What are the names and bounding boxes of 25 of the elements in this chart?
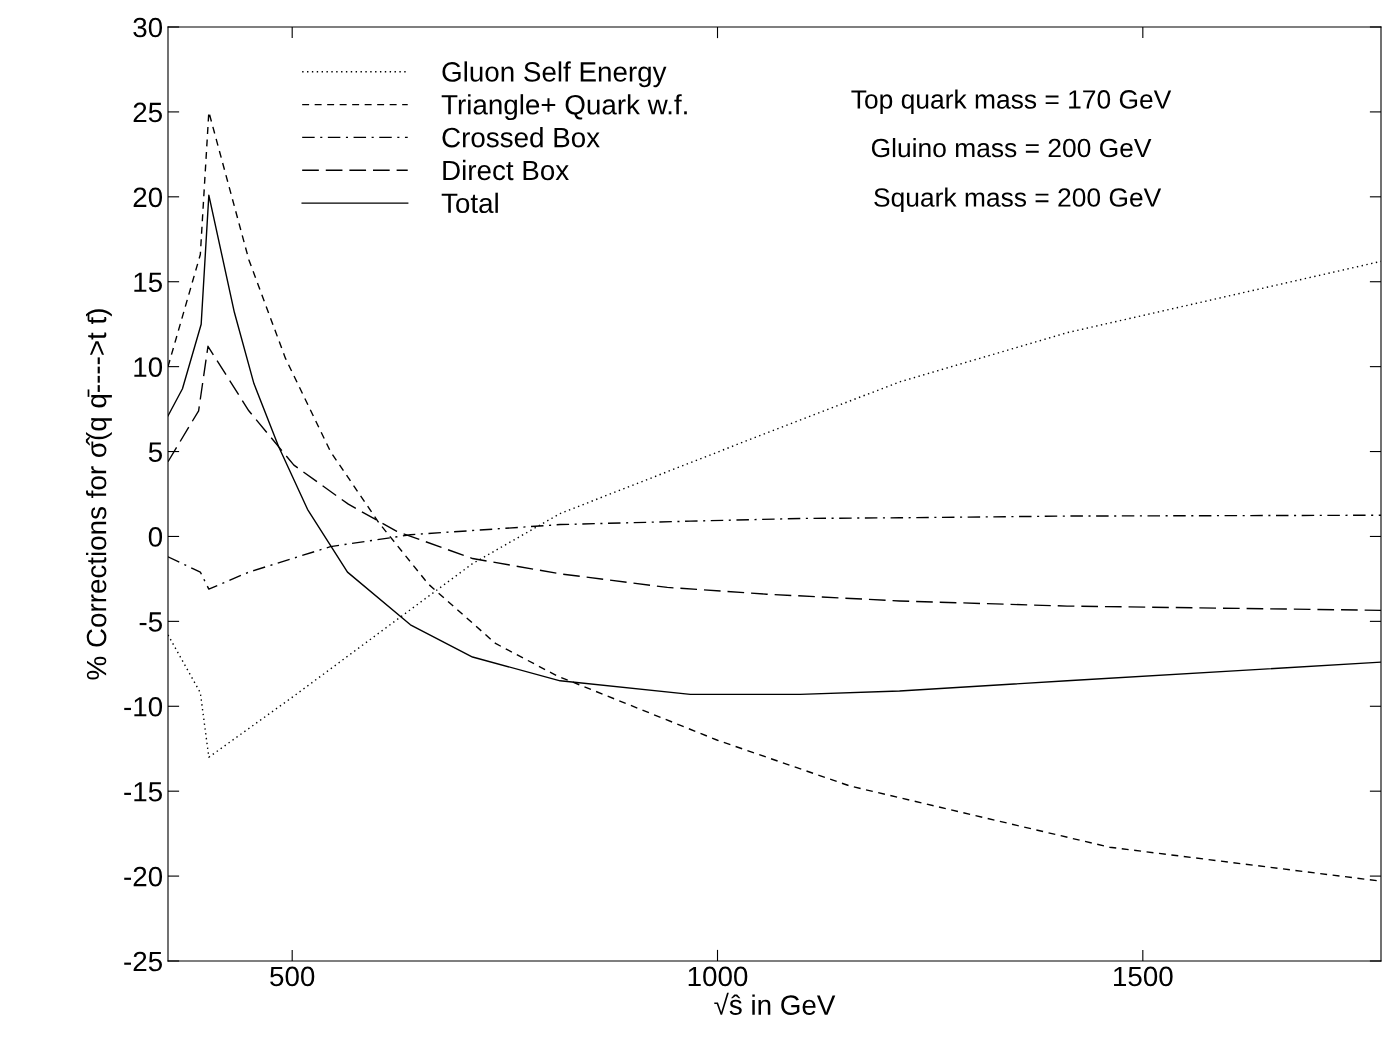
- y-axis-title: % Corrections for σ̂(q q̄---->t t̄): [85, 309, 112, 680]
- y-tick-label: 0: [148, 527, 163, 547]
- annotation: Gluino mass = 200 GeV: [871, 137, 1152, 158]
- x-tick-label: 500: [270, 966, 315, 987]
- legend-label: Total: [441, 192, 498, 214]
- legend-label: Direct Box: [443, 159, 569, 181]
- y-tick-label: 25: [133, 102, 162, 123]
- legend-label: Crossed Box: [442, 127, 600, 148]
- x-tick-label: 1000: [688, 966, 748, 987]
- y-tick-label: -25: [124, 951, 162, 972]
- y-tick-label: 30: [133, 17, 163, 38]
- annotation: Squark mass = 200 GeV: [874, 187, 1162, 213]
- y-tick-label: 15: [134, 272, 162, 293]
- x-tick-label: 1500: [1114, 966, 1173, 987]
- y-tick-label: 5: [148, 442, 162, 462]
- legend-label: Triangle+ Quark w.f.: [441, 94, 687, 121]
- legend-label: Gluon Self Energy: [442, 61, 667, 88]
- y-tick-label: 10: [134, 357, 163, 377]
- y-tick-label: -10: [124, 696, 163, 717]
- y-tick-label: -15: [124, 782, 162, 802]
- y-tick-label: -20: [124, 866, 163, 887]
- x-axis-title: √ŝ in GeV: [714, 992, 836, 1015]
- y-tick-label: -5: [139, 612, 162, 632]
- y-tick-label: 20: [133, 187, 163, 208]
- annotation: Top quark mass = 170 GeV: [851, 89, 1172, 115]
